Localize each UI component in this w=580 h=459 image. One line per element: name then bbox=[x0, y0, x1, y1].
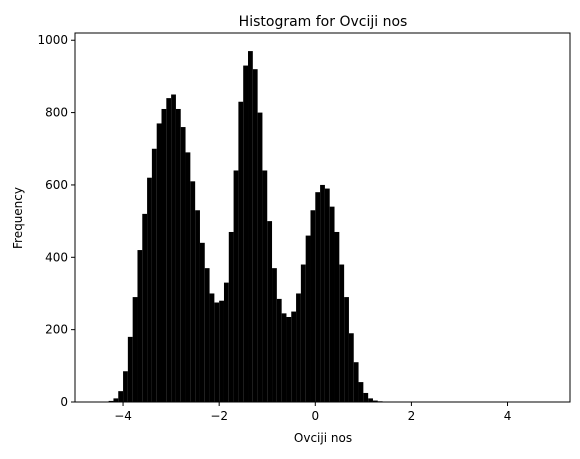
histogram-bar bbox=[229, 232, 234, 402]
histogram-bar bbox=[262, 170, 267, 402]
histogram-bar bbox=[315, 192, 320, 402]
y-tick-label: 200 bbox=[45, 323, 68, 337]
histogram-bar bbox=[320, 185, 325, 402]
y-tick-label: 1000 bbox=[37, 33, 68, 47]
x-tick-label: 0 bbox=[311, 409, 319, 423]
histogram-bar bbox=[349, 333, 354, 402]
histogram-bar bbox=[286, 317, 291, 402]
histogram-bar bbox=[272, 268, 277, 402]
histogram-bar bbox=[152, 149, 157, 402]
y-axis-ticks: 0 200 400 600 800 1000 bbox=[37, 33, 75, 409]
histogram-bar bbox=[181, 127, 186, 402]
histogram-bar bbox=[176, 109, 181, 402]
x-axis-ticks: −4 −2 0 2 4 bbox=[114, 402, 511, 423]
histogram-bar bbox=[234, 170, 239, 402]
x-tick-label: −2 bbox=[210, 409, 228, 423]
histogram-bar bbox=[310, 210, 315, 402]
y-tick-label: 600 bbox=[45, 178, 68, 192]
histogram-bar bbox=[171, 95, 176, 403]
histogram-bar bbox=[258, 113, 263, 402]
histogram-bars bbox=[104, 51, 388, 402]
histogram-bar bbox=[339, 265, 344, 402]
chart-title: Histogram for Ovciji nos bbox=[239, 14, 408, 30]
x-tick-label: −4 bbox=[114, 409, 132, 423]
histogram-bar bbox=[195, 210, 200, 402]
x-tick-label: 2 bbox=[408, 409, 416, 423]
histogram-bar bbox=[166, 98, 171, 402]
x-tick-label: 4 bbox=[504, 409, 512, 423]
y-tick-label: 0 bbox=[60, 395, 68, 409]
y-tick-label: 400 bbox=[45, 250, 68, 264]
histogram-bar bbox=[238, 102, 243, 402]
histogram-bar bbox=[282, 313, 287, 402]
histogram-bar bbox=[306, 236, 311, 402]
histogram-bar bbox=[219, 301, 224, 402]
histogram-bar bbox=[291, 312, 296, 402]
histogram-bar bbox=[301, 265, 306, 402]
histogram-bar bbox=[354, 362, 359, 402]
histogram-bar bbox=[267, 221, 272, 402]
histogram-bar bbox=[363, 393, 368, 402]
histogram-bar bbox=[253, 69, 258, 402]
histogram-bar bbox=[142, 214, 147, 402]
histogram-bar bbox=[162, 109, 167, 402]
histogram-bar bbox=[200, 243, 205, 402]
histogram-bar bbox=[113, 398, 118, 402]
histogram-bar bbox=[210, 293, 215, 402]
histogram-bar bbox=[224, 283, 229, 402]
histogram-bar bbox=[243, 66, 248, 402]
histogram-bar bbox=[123, 371, 128, 402]
histogram-bar bbox=[186, 152, 191, 402]
histogram-bar bbox=[325, 189, 330, 402]
histogram-bar bbox=[296, 293, 301, 402]
histogram-bar bbox=[214, 303, 219, 402]
histogram-bar bbox=[335, 232, 340, 402]
histogram-bar bbox=[344, 297, 349, 402]
histogram-bar bbox=[128, 337, 133, 402]
histogram-bar bbox=[157, 123, 162, 402]
histogram-bar bbox=[359, 382, 364, 402]
histogram-bar bbox=[137, 250, 142, 402]
histogram-bar bbox=[368, 398, 373, 402]
y-tick-label: 800 bbox=[45, 106, 68, 120]
histogram-bar bbox=[147, 178, 152, 402]
histogram-bar bbox=[248, 51, 253, 402]
x-axis-label: Ovciji nos bbox=[294, 431, 352, 445]
y-axis-label: Frequency bbox=[11, 187, 25, 249]
histogram-bar bbox=[205, 268, 210, 402]
histogram-bar bbox=[133, 297, 138, 402]
histogram-bar bbox=[330, 207, 335, 402]
histogram-bar bbox=[118, 391, 123, 402]
histogram-bar bbox=[277, 299, 282, 402]
histogram-bar bbox=[190, 181, 195, 402]
